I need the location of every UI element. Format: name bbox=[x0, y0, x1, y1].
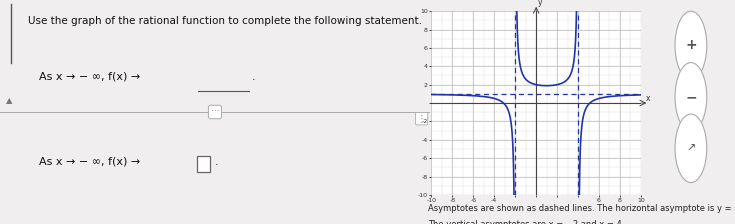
Circle shape bbox=[675, 114, 707, 183]
Text: As x → − ∞, f(x) →: As x → − ∞, f(x) → bbox=[39, 72, 140, 82]
Text: .: . bbox=[215, 157, 218, 167]
Text: x: x bbox=[646, 94, 650, 103]
Circle shape bbox=[675, 62, 707, 131]
Text: Asymptotes are shown as dashed lines. The horizontal asymptote is y = 1.: Asymptotes are shown as dashed lines. Th… bbox=[428, 204, 735, 213]
Text: As x → − ∞, f(x) →: As x → − ∞, f(x) → bbox=[39, 157, 140, 167]
Text: y: y bbox=[538, 0, 542, 6]
Text: ···: ··· bbox=[211, 108, 219, 116]
Text: −: − bbox=[685, 90, 697, 104]
Text: +: + bbox=[685, 39, 697, 52]
Text: ⋮: ⋮ bbox=[417, 114, 426, 124]
Circle shape bbox=[675, 11, 707, 80]
Text: Use the graph of the rational function to complete the following statement.: Use the graph of the rational function t… bbox=[28, 16, 422, 26]
Text: The vertical asymptotes are x = −2 and x = 4.: The vertical asymptotes are x = −2 and x… bbox=[428, 220, 624, 224]
Text: ▲: ▲ bbox=[6, 96, 12, 105]
Text: .: . bbox=[251, 72, 255, 82]
Text: ↗: ↗ bbox=[686, 143, 695, 153]
